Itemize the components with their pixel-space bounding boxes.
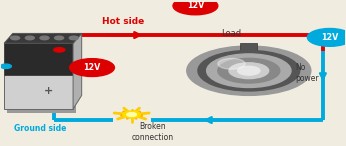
Circle shape bbox=[40, 36, 49, 40]
Polygon shape bbox=[83, 68, 101, 76]
Polygon shape bbox=[4, 33, 82, 43]
Text: 12V: 12V bbox=[83, 63, 101, 72]
Circle shape bbox=[123, 111, 140, 118]
Circle shape bbox=[55, 36, 64, 40]
Text: 12V: 12V bbox=[187, 1, 204, 10]
Text: Hot side: Hot side bbox=[102, 17, 145, 26]
Circle shape bbox=[198, 51, 300, 91]
Circle shape bbox=[69, 36, 78, 40]
FancyBboxPatch shape bbox=[240, 43, 257, 51]
Polygon shape bbox=[320, 38, 339, 45]
Text: Ground side: Ground side bbox=[15, 124, 67, 133]
Circle shape bbox=[70, 59, 115, 77]
FancyBboxPatch shape bbox=[4, 75, 73, 109]
Circle shape bbox=[127, 113, 136, 117]
Circle shape bbox=[207, 54, 291, 87]
Circle shape bbox=[229, 63, 268, 79]
Text: +: + bbox=[44, 86, 54, 96]
Circle shape bbox=[218, 58, 245, 69]
Text: Broken
connection: Broken connection bbox=[131, 122, 173, 142]
Text: 12V: 12V bbox=[321, 33, 338, 42]
Circle shape bbox=[307, 28, 346, 46]
Circle shape bbox=[238, 66, 260, 75]
Circle shape bbox=[218, 58, 280, 83]
FancyBboxPatch shape bbox=[7, 75, 76, 113]
Circle shape bbox=[54, 48, 65, 52]
Polygon shape bbox=[186, 6, 205, 14]
FancyBboxPatch shape bbox=[4, 43, 73, 75]
Circle shape bbox=[25, 36, 34, 40]
Circle shape bbox=[187, 46, 311, 95]
Text: No
power: No power bbox=[295, 63, 319, 84]
Text: Load: Load bbox=[221, 29, 242, 38]
Circle shape bbox=[173, 0, 218, 15]
Polygon shape bbox=[73, 33, 82, 109]
Circle shape bbox=[0, 64, 11, 68]
Circle shape bbox=[11, 36, 20, 40]
